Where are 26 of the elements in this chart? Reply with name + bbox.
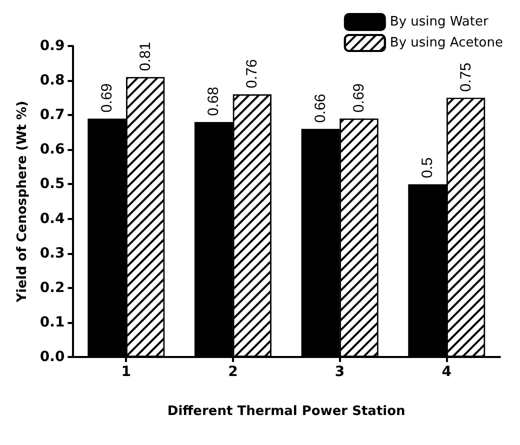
x-tick-label: 2 bbox=[228, 364, 238, 380]
y-tick-label: 0.3 bbox=[40, 245, 65, 262]
data-label: 0.68 bbox=[205, 86, 222, 116]
data-label: 0.69 bbox=[350, 83, 368, 113]
data-label: 0.66 bbox=[312, 94, 330, 123]
x-axis-title: Different Thermal Power Station bbox=[167, 404, 406, 419]
y-tick-label: 0.4 bbox=[40, 210, 65, 227]
x-tick-label: 1 bbox=[121, 364, 131, 380]
y-tick-label: 0.5 bbox=[40, 176, 65, 192]
data-label: 0.75 bbox=[457, 62, 474, 92]
y-tick-label: 0.7 bbox=[40, 107, 65, 124]
y-tick-label: 0.0 bbox=[40, 349, 65, 365]
y-tick-label: 0.6 bbox=[40, 142, 65, 158]
y-tick-label: 0.9 bbox=[40, 38, 65, 54]
legend-label: By using Water bbox=[390, 14, 489, 30]
data-label: 0.76 bbox=[244, 59, 261, 88]
y-tick-label: 0.8 bbox=[40, 72, 65, 89]
legend-label: By using Acetone bbox=[390, 36, 504, 50]
y-tick-label: 0.1 bbox=[40, 314, 65, 330]
data-label: 0.81 bbox=[136, 42, 154, 72]
data-label: 0.5 bbox=[418, 157, 436, 178]
y-tick-label: 0.2 bbox=[40, 280, 65, 296]
data-label: 0.69 bbox=[98, 83, 116, 113]
x-tick-label: 3 bbox=[334, 364, 345, 380]
y-axis-title: Yield of Cenosphere (Wt %) bbox=[15, 100, 30, 304]
x-tick-label: 4 bbox=[442, 364, 452, 380]
